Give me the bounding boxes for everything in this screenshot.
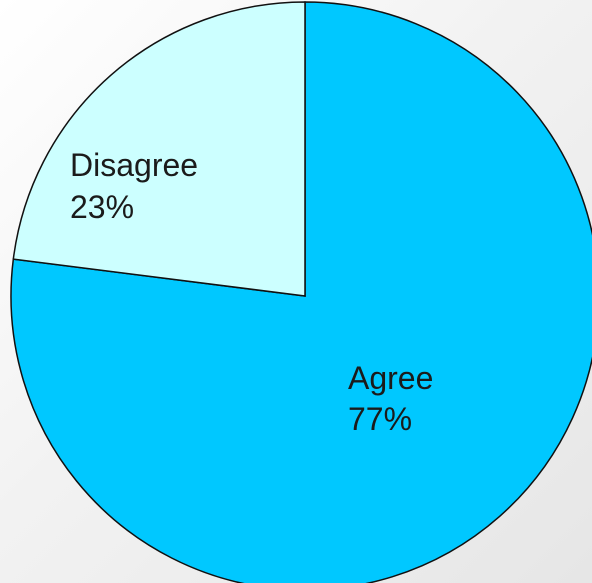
slice-label-disagree: Disagree: [70, 147, 198, 183]
pie-slice-disagree: [12, 1, 306, 297]
pie-slice-agree: [10, 1, 592, 583]
slice-value-disagree: 23%: [70, 189, 134, 225]
slice-label-agree: Agree: [348, 360, 433, 396]
pie-labels: Agree 77% Disagree 23%: [70, 147, 433, 437]
slice-value-agree: 77%: [348, 401, 412, 437]
pie-slices: [10, 1, 592, 583]
